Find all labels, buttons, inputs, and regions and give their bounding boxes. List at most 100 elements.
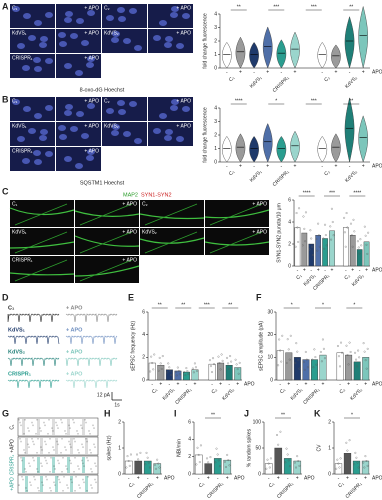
apo-sign: - (321, 69, 323, 75)
data-point (279, 349, 282, 352)
data-point (358, 356, 361, 359)
tile-label: KdVS₁ (12, 30, 27, 36)
data-point (302, 361, 305, 364)
group-label: KdVS₂ (344, 75, 359, 90)
cell (118, 16, 126, 22)
burst (25, 438, 28, 454)
group-label: KdVS₁ (249, 169, 264, 184)
violin (290, 130, 300, 163)
bar (217, 362, 225, 381)
tile-label: + APO (84, 123, 99, 129)
data-point (296, 226, 299, 229)
tile-label: C₁ (12, 5, 18, 11)
significance: ** (237, 4, 241, 10)
cell (129, 101, 137, 107)
cell (33, 57, 41, 63)
data-point (364, 359, 367, 362)
group-label: C₂ (323, 75, 331, 83)
apo-sign: + (304, 381, 307, 387)
data-point (276, 434, 278, 436)
data-point (317, 234, 320, 237)
data-point (337, 345, 339, 347)
apo-sign: + (239, 69, 242, 75)
data-point (302, 215, 305, 218)
data-point (345, 441, 348, 444)
apo-sign: + (294, 163, 297, 169)
cell (34, 159, 42, 165)
data-point (348, 341, 351, 344)
bar (194, 454, 203, 475)
tile-label: + APO (176, 123, 191, 129)
apo-sign: + (207, 475, 210, 481)
violin (317, 136, 328, 163)
violin (358, 115, 368, 163)
data-point (238, 361, 241, 364)
data-point (209, 456, 212, 459)
neurite (204, 209, 270, 219)
bar (334, 463, 343, 475)
data-point (297, 460, 300, 462)
burst (37, 419, 40, 435)
cell (64, 156, 72, 162)
cell (40, 36, 48, 42)
apo-sign: - (321, 163, 323, 169)
data-point (208, 465, 211, 468)
trace-label: CRISPR₁ (8, 371, 32, 377)
bar (293, 460, 302, 475)
data-point (363, 225, 366, 228)
cell (17, 136, 25, 142)
data-point (356, 365, 359, 368)
cell (45, 12, 53, 18)
group-label: CRISPR₁ (276, 481, 295, 500)
bar (301, 232, 308, 267)
cell (40, 129, 48, 135)
neurite (139, 237, 205, 244)
data-point (148, 466, 151, 469)
apo-label: APO (244, 381, 255, 387)
cell (28, 35, 36, 41)
group-label: C₁ (279, 387, 287, 395)
y-tick-label: 4 (214, 105, 217, 111)
y-tick-label: 0 (142, 377, 145, 383)
apo-sign: - (297, 267, 299, 273)
data-point (279, 430, 282, 433)
bar (342, 227, 349, 267)
data-point (348, 439, 351, 442)
data-point (324, 357, 326, 360)
bar (165, 369, 173, 381)
data-point (169, 370, 172, 373)
cell (153, 128, 161, 134)
data-point (306, 366, 309, 369)
data-point (217, 459, 220, 462)
group-label: C₁ (151, 387, 159, 395)
data-point (303, 368, 306, 371)
y-tick-label: 3 (214, 25, 217, 31)
data-point (346, 354, 349, 357)
bar (143, 460, 152, 475)
data-point (359, 238, 362, 241)
group-label: CRISPR₁ (174, 387, 193, 406)
data-point (357, 349, 360, 352)
cell (171, 6, 179, 12)
data-point (287, 459, 290, 462)
bar (204, 463, 213, 475)
cell (22, 65, 30, 71)
group-label: C₂ (343, 273, 351, 281)
data-point (323, 247, 326, 250)
significance: * (275, 98, 277, 104)
apo-sign: - (314, 381, 316, 387)
significance: ** (228, 302, 232, 308)
data-point (147, 461, 150, 464)
tile-label: + APO (84, 98, 99, 104)
panel-letter: F (256, 292, 262, 302)
data-point (325, 244, 328, 247)
tile-label: KdVS₂ (104, 30, 119, 36)
burst (70, 476, 73, 492)
apo-sign: + (137, 475, 140, 481)
cell (64, 110, 72, 116)
y-axis-label: % random spikes (246, 428, 252, 467)
trace (65, 313, 118, 323)
data-point (365, 460, 368, 462)
cell (118, 109, 126, 115)
tile-label: CRISPR₁ (12, 55, 33, 61)
